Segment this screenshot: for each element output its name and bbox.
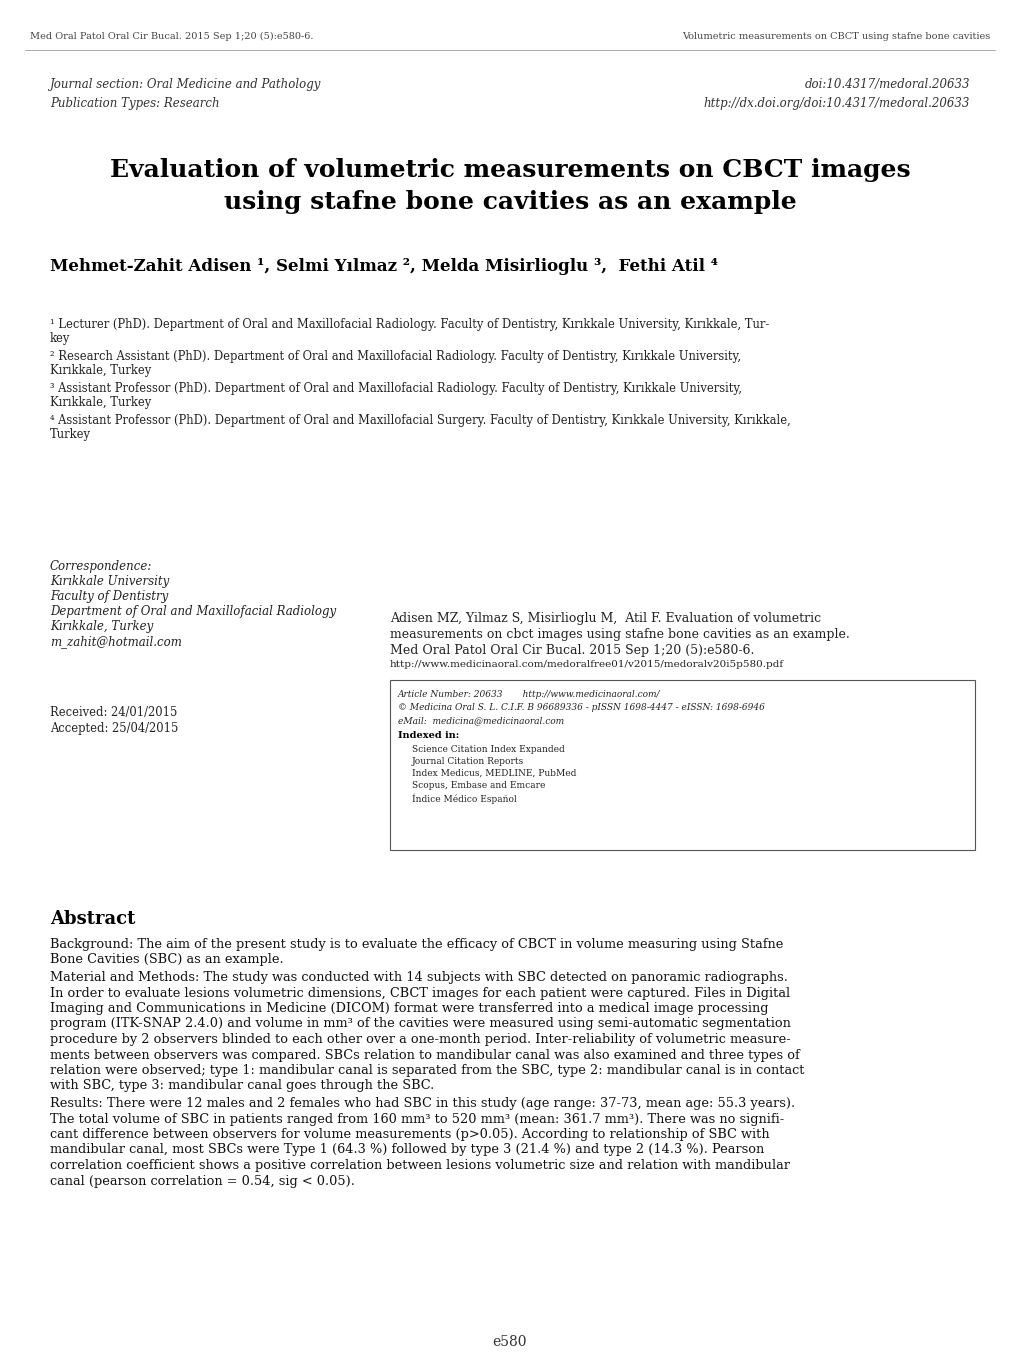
- Text: Results: There were 12 males and 2 females who had SBC in this study (age range:: Results: There were 12 males and 2 femal…: [50, 1097, 795, 1110]
- Text: Índice Médico Español: Índice Médico Español: [412, 794, 517, 803]
- Text: Science Citation Index Expanded: Science Citation Index Expanded: [412, 745, 565, 754]
- Text: Med Oral Patol Oral Cir Bucal. 2015 Sep 1;20 (5):e580-6.: Med Oral Patol Oral Cir Bucal. 2015 Sep …: [389, 644, 754, 656]
- Text: Journal section: Oral Medicine and Pathology: Journal section: Oral Medicine and Patho…: [50, 77, 321, 91]
- Text: Kırıkkale University: Kırıkkale University: [50, 575, 169, 588]
- Text: Bone Cavities (SBC) as an example.: Bone Cavities (SBC) as an example.: [50, 954, 283, 966]
- Text: http://www.medicinaoral.com/medoralfree01/v2015/medoralv20i5p580.pdf: http://www.medicinaoral.com/medoralfree0…: [389, 660, 784, 669]
- Text: In order to evaluate lesions volumetric dimensions, CBCT images for each patient: In order to evaluate lesions volumetric …: [50, 987, 790, 999]
- Bar: [389, 680, 974, 849]
- Text: http://dx.doi.org/doi:10.4317/medoral.20633: http://dx.doi.org/doi:10.4317/medoral.20…: [703, 96, 969, 110]
- Text: ³ Assistant Professor (PhD). Department of Oral and Maxillofacial Radiology. Fac: ³ Assistant Professor (PhD). Department …: [50, 382, 741, 395]
- Text: Med Oral Patol Oral Cir Bucal. 2015 Sep 1;20 (5):e580-6.: Med Oral Patol Oral Cir Bucal. 2015 Sep …: [30, 33, 313, 41]
- Text: Imaging and Communications in Medicine (DICOM) format were transferred into a me: Imaging and Communications in Medicine (…: [50, 1002, 767, 1015]
- Text: key: key: [50, 332, 70, 345]
- Text: The total volume of SBC in patients ranged from 160 mm³ to 520 mm³ (mean: 361.7 : The total volume of SBC in patients rang…: [50, 1113, 784, 1125]
- Text: measurements on cbct images using stafne bone cavities as an example.: measurements on cbct images using stafne…: [389, 628, 849, 641]
- Text: Kırıkkale, Turkey: Kırıkkale, Turkey: [50, 364, 151, 376]
- Text: Faculty of Dentistry: Faculty of Dentistry: [50, 590, 168, 603]
- Text: Journal Citation Reports: Journal Citation Reports: [412, 757, 524, 766]
- Text: Material and Methods: The study was conducted with 14 subjects with SBC detected: Material and Methods: The study was cond…: [50, 970, 787, 984]
- Text: © Medicina Oral S. L. C.I.F. B 96689336 - pISSN 1698-4447 - eISSN: 1698-6946: © Medicina Oral S. L. C.I.F. B 96689336 …: [397, 703, 764, 712]
- Text: Turkey: Turkey: [50, 428, 91, 442]
- Text: Department of Oral and Maxillofacial Radiology: Department of Oral and Maxillofacial Rad…: [50, 605, 336, 618]
- Text: eMail:  medicina@medicinaoral.com: eMail: medicina@medicinaoral.com: [397, 716, 564, 724]
- Text: correlation coefficient shows a positive correlation between lesions volumetric : correlation coefficient shows a positive…: [50, 1159, 790, 1171]
- Text: Volumetric measurements on CBCT using stafne bone cavities: Volumetric measurements on CBCT using st…: [681, 33, 989, 41]
- Text: Background: The aim of the present study is to evaluate the efficacy of CBCT in : Background: The aim of the present study…: [50, 938, 783, 951]
- Text: canal (pearson correlation = 0.54, sig < 0.05).: canal (pearson correlation = 0.54, sig <…: [50, 1174, 355, 1188]
- Text: Article Number: 20633       http://www.medicinaoral.com/: Article Number: 20633 http://www.medicin…: [397, 690, 660, 699]
- Text: Indexed in:: Indexed in:: [397, 731, 459, 741]
- Text: Kırıkkale, Turkey: Kırıkkale, Turkey: [50, 620, 153, 633]
- Text: ¹ Lecturer (PhD). Department of Oral and Maxillofacial Radiology. Faculty of Den: ¹ Lecturer (PhD). Department of Oral and…: [50, 318, 768, 332]
- Text: procedure by 2 observers blinded to each other over a one-month period. Inter-re: procedure by 2 observers blinded to each…: [50, 1033, 790, 1046]
- Text: Adisen MZ, Yilmaz S, Misirlioglu M,  Atil F. Evaluation of volumetric: Adisen MZ, Yilmaz S, Misirlioglu M, Atil…: [389, 612, 820, 625]
- Text: doi:10.4317/medoral.20633: doi:10.4317/medoral.20633: [804, 77, 969, 91]
- Text: relation were observed; type 1: mandibular canal is separated from the SBC, type: relation were observed; type 1: mandibul…: [50, 1064, 804, 1076]
- Text: cant difference between observers for volume measurements (p>0.05). According to: cant difference between observers for vo…: [50, 1128, 769, 1142]
- Text: e580: e580: [492, 1335, 527, 1349]
- Text: ⁴ Assistant Professor (PhD). Department of Oral and Maxillofacial Surgery. Facul: ⁴ Assistant Professor (PhD). Department …: [50, 414, 790, 427]
- Text: Scopus, Embase and Emcare: Scopus, Embase and Emcare: [412, 781, 545, 790]
- Text: mandibular canal, most SBCs were Type 1 (64.3 %) followed by type 3 (21.4 %) and: mandibular canal, most SBCs were Type 1 …: [50, 1143, 763, 1157]
- Text: Accepted: 25/04/2015: Accepted: 25/04/2015: [50, 722, 178, 735]
- Text: using stafne bone cavities as an example: using stafne bone cavities as an example: [223, 190, 796, 213]
- Text: Correspondence:: Correspondence:: [50, 560, 152, 573]
- Text: Received: 24/01/2015: Received: 24/01/2015: [50, 705, 177, 719]
- Text: Publication Types: Research: Publication Types: Research: [50, 96, 219, 110]
- Text: ² Research Assistant (PhD). Department of Oral and Maxillofacial Radiology. Facu: ² Research Assistant (PhD). Department o…: [50, 351, 741, 363]
- Text: with SBC, type 3: mandibular canal goes through the SBC.: with SBC, type 3: mandibular canal goes …: [50, 1079, 434, 1093]
- Text: ments between observers was compared. SBCs relation to mandibular canal was also: ments between observers was compared. SB…: [50, 1049, 799, 1061]
- Text: Kırıkkale, Turkey: Kırıkkale, Turkey: [50, 395, 151, 409]
- Text: Evaluation of volumetric measurements on CBCT images: Evaluation of volumetric measurements on…: [110, 158, 909, 182]
- Text: Mehmet-Zahit Adisen ¹, Selmi Yılmaz ², Melda Misirlioglu ³,  Fethi Atil ⁴: Mehmet-Zahit Adisen ¹, Selmi Yılmaz ², M…: [50, 258, 717, 275]
- Text: Abstract: Abstract: [50, 911, 136, 928]
- Text: Index Medicus, MEDLINE, PubMed: Index Medicus, MEDLINE, PubMed: [412, 769, 576, 777]
- Text: program (ITK-SNAP 2.4.0) and volume in mm³ of the cavities were measured using s: program (ITK-SNAP 2.4.0) and volume in m…: [50, 1018, 790, 1030]
- Text: m_zahit@hotmail.com: m_zahit@hotmail.com: [50, 635, 181, 648]
